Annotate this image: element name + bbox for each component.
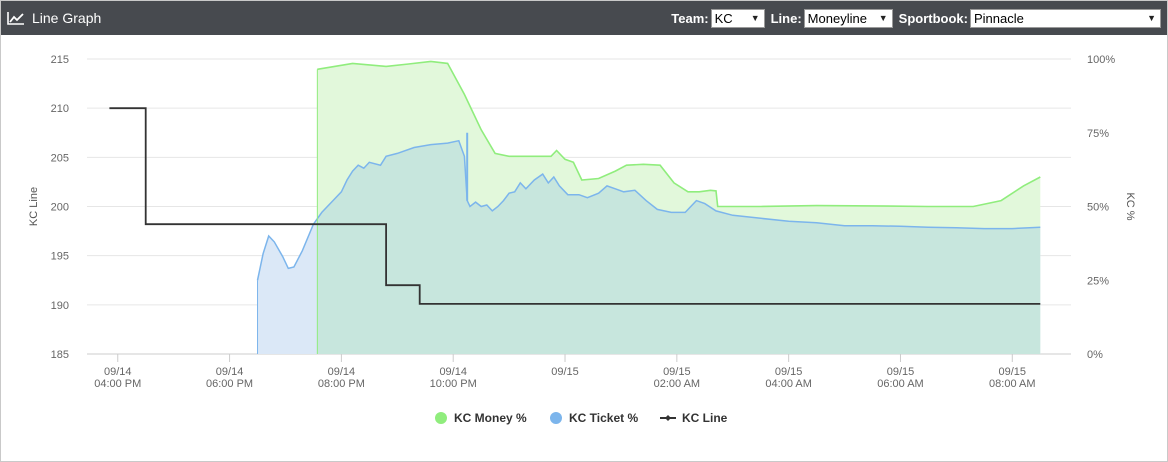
x-tick-label: 09/15 <box>775 366 803 378</box>
chevron-down-icon: ▼ <box>878 12 888 23</box>
legend-label: KC Line <box>682 411 728 425</box>
y-left-tick-label: 195 <box>51 251 69 263</box>
x-tick-label: 09/14 <box>216 366 244 378</box>
x-tick-label: 09/15 <box>887 366 915 378</box>
x-tick-label: 02:00 AM <box>654 378 700 390</box>
y-right-tick-label: 0% <box>1087 349 1103 361</box>
legend-symbol <box>435 412 447 424</box>
sportbook-select-value: Pinnacle <box>974 10 1024 26</box>
sportbook-label: Sportbook: <box>898 10 968 26</box>
line-select[interactable]: Moneyline ▼ <box>803 8 893 28</box>
y-left-tick-label: 200 <box>51 202 69 214</box>
y-right-tick-label: 50% <box>1087 202 1109 214</box>
panel-header: Line Graph Team: KC ▼ Line: Moneyline ▼ … <box>1 1 1167 35</box>
ticket-line <box>256 139 1041 281</box>
x-tick-label: 06:00 PM <box>206 378 253 390</box>
chevron-down-icon: ▼ <box>1147 12 1156 23</box>
y-axis-right: 0% 25% 50% 75% 100% <box>1087 54 1115 361</box>
sportbook-select[interactable]: Pinnacle ▼ <box>970 8 1161 28</box>
series-lines <box>109 60 1041 354</box>
chevron-down-icon: ▼ <box>750 12 760 23</box>
x-tick-label: 10:00 PM <box>430 378 477 390</box>
y-left-tick-label: 215 <box>51 54 69 66</box>
money-line <box>317 60 1041 208</box>
legend: KC Money % KC Ticket % KC Line <box>435 411 728 425</box>
line-chart-icon <box>7 12 24 25</box>
team-label: Team: <box>671 10 709 26</box>
legend-label: KC Ticket % <box>569 411 638 425</box>
y-left-tick-label: 190 <box>51 300 69 312</box>
legend-item-line[interactable]: KC Line <box>660 411 728 425</box>
legend-symbol <box>550 412 562 424</box>
legend-item-money[interactable]: KC Money % <box>435 411 527 425</box>
y-left-tick-label: 210 <box>51 103 69 115</box>
legend-label: KC Money % <box>454 411 527 425</box>
y-left-tick-label: 185 <box>51 349 69 361</box>
y-axis-left: 185 190 195 200 205 210 215 <box>51 54 69 361</box>
x-tick-label: 09/14 <box>104 366 132 378</box>
y-left-tick-label: 205 <box>51 152 69 164</box>
title-wrap: Line Graph <box>7 10 101 26</box>
x-tick-label: 09/15 <box>551 366 579 378</box>
overlap-area <box>317 140 1041 354</box>
filter-controls: Team: KC ▼ Line: Moneyline ▼ Sportbook: … <box>665 8 1161 28</box>
y-right-tick-label: 25% <box>1087 275 1109 287</box>
x-tick-label: 08:00 PM <box>318 378 365 390</box>
team-select[interactable]: KC ▼ <box>710 8 765 28</box>
x-tick-label: 08:00 AM <box>989 378 1035 390</box>
y-right-tick-label: 100% <box>1087 54 1115 66</box>
x-tick-label: 09/14 <box>439 366 467 378</box>
x-tick-label: 04:00 PM <box>94 378 141 390</box>
line-select-value: Moneyline <box>807 10 867 26</box>
y-axis-right-title: KC % <box>1124 192 1136 220</box>
x-tick-label: 06:00 AM <box>877 378 923 390</box>
x-tick-label: 04:00 AM <box>765 378 811 390</box>
team-select-value: KC <box>714 10 733 26</box>
panel-title: Line Graph <box>32 10 102 26</box>
x-tick-label: 09/15 <box>663 366 691 378</box>
x-tick-label: 09/14 <box>328 366 356 378</box>
line-label: Line: <box>770 10 802 26</box>
legend-marker <box>665 415 671 421</box>
y-right-tick-label: 75% <box>1087 128 1109 140</box>
legend-item-ticket[interactable]: KC Ticket % <box>550 411 638 425</box>
series-areas <box>257 61 1041 355</box>
y-axis-left-title: KC Line <box>28 187 40 226</box>
kc-line-series <box>109 107 1041 305</box>
x-tick-label: 09/15 <box>999 366 1027 378</box>
